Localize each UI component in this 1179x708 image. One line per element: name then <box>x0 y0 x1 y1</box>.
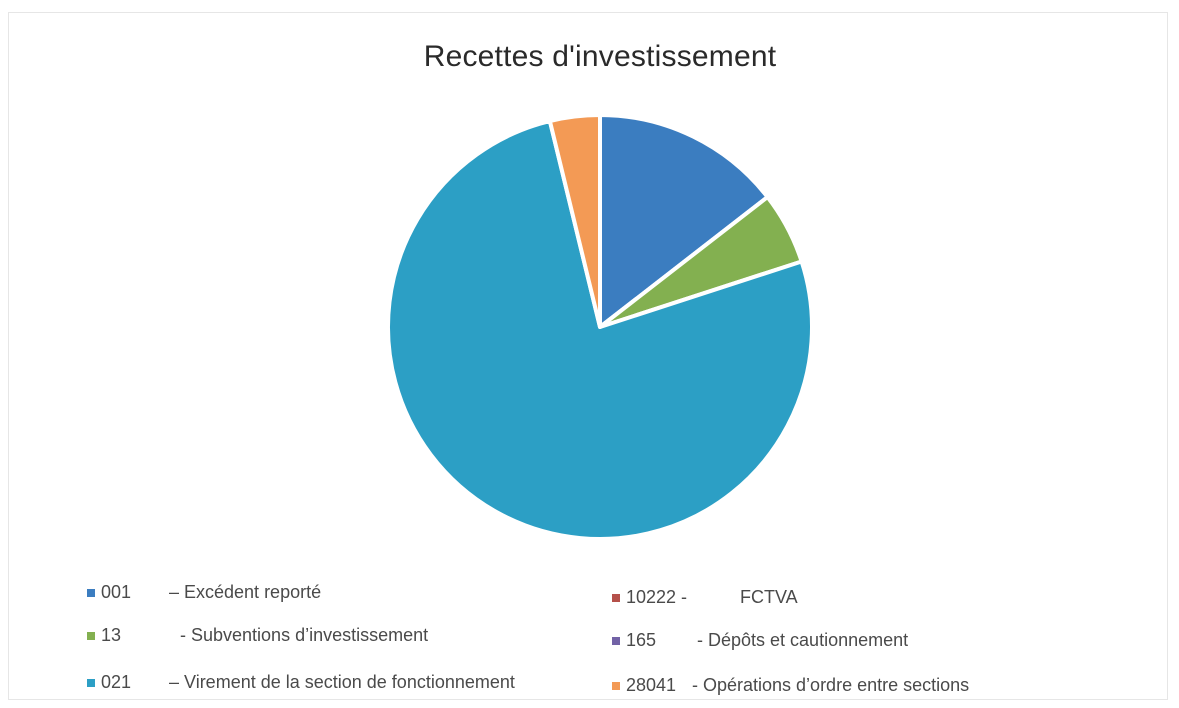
pie-slice-021 <box>386 119 814 541</box>
pie-slice-28041 <box>547 113 602 329</box>
chart-title: Recettes d'investissement <box>423 40 777 73</box>
pie-slice-001 <box>598 113 770 329</box>
